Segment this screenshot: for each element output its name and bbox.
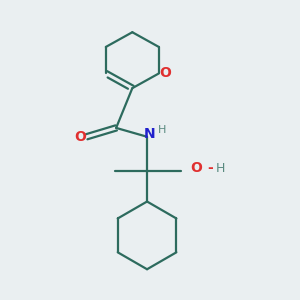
Text: O: O bbox=[190, 161, 202, 175]
Text: -: - bbox=[208, 161, 213, 175]
Text: N: N bbox=[144, 128, 155, 141]
Text: H: H bbox=[216, 162, 225, 175]
Text: O: O bbox=[159, 66, 171, 80]
Text: O: O bbox=[74, 130, 86, 144]
Text: H: H bbox=[158, 125, 166, 135]
